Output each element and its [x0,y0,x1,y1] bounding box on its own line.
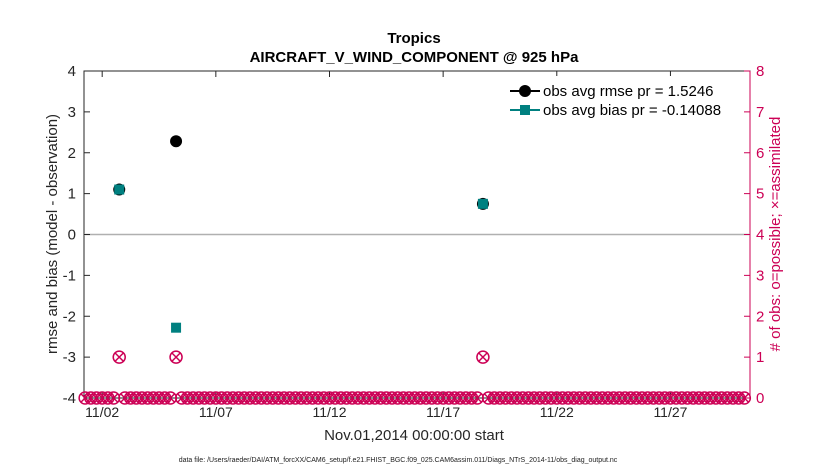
legend-box [505,76,744,122]
y-tick-label: -3 [63,349,76,366]
y-tick-label: -4 [63,390,76,407]
y-tick-label: 0 [68,227,76,244]
obs-count-marker-possible [476,350,490,364]
bias-point [114,184,125,195]
obs-count-marker-assimilated [171,352,182,363]
obs-count-marker-assimilated [165,392,176,404]
x-tick-label: 11/02 [85,404,119,420]
legend-rmse-marker [519,85,531,97]
obs-count-marker-assimilated [108,392,119,404]
x-tick-label: 11/17 [426,404,460,420]
y-tick-label: -2 [63,308,76,325]
legend: obs avg rmse pr = 1.5246 obs avg bias pr… [505,76,744,122]
x-tick-label: 11/12 [312,404,346,420]
rmse-point [170,135,183,148]
y-right-tick-label: 8 [756,63,764,80]
y-right-tick-label: 2 [756,308,764,325]
y-right-tick-label: 1 [756,349,764,366]
y-right-tick-label: 6 [756,145,764,162]
x-axis-label: Nov.01,2014 00:00:00 start [324,427,505,444]
obs-count-marker-possible [112,350,126,364]
y-tick-label: 1 [68,186,76,203]
y-right-axis-label: # of obs: o=possible; ×=assimilated [767,117,784,352]
obs-count-marker-possible [169,350,183,364]
y-axis-label: rmse and bias (model - observation) [44,114,61,354]
chart-title: Tropics [387,30,440,47]
y-right-tick-label: 3 [756,267,764,284]
y-tick-label: -1 [63,267,76,284]
x-tick-label: 11/07 [199,404,233,420]
y-right-tick-label: 7 [756,104,764,121]
footer-file-path: data file: /Users/raeder/DAI/ATM_forcXX/… [179,457,618,464]
y-right-tick-label: 4 [756,227,764,244]
x-tick-label: 11/22 [540,404,574,420]
legend-rmse-label: obs avg rmse pr = 1.5246 [543,83,714,100]
legend-bias-label: obs avg bias pr = -0.14088 [543,102,721,119]
obs-count-marker-possible [737,391,752,405]
y-tick-label: 3 [68,104,76,121]
obs-count-marker-assimilated [739,392,750,404]
y-right-tick-label: 0 [756,390,764,407]
bias-point [171,322,182,333]
y-right-tick-label: 5 [756,186,764,203]
bias-point [477,198,488,209]
x-tick-label: 11/27 [653,404,687,420]
y-tick-label: 4 [68,63,76,80]
obs-count-marker-assimilated [114,352,125,363]
chart-subtitle: AIRCRAFT_V_WIND_COMPONENT @ 925 hPa [250,49,580,66]
obs-count-marker-assimilated [472,392,483,404]
legend-bias-marker [520,105,530,115]
obs-count-marker-assimilated [477,352,488,363]
y-tick-label: 2 [68,145,76,162]
